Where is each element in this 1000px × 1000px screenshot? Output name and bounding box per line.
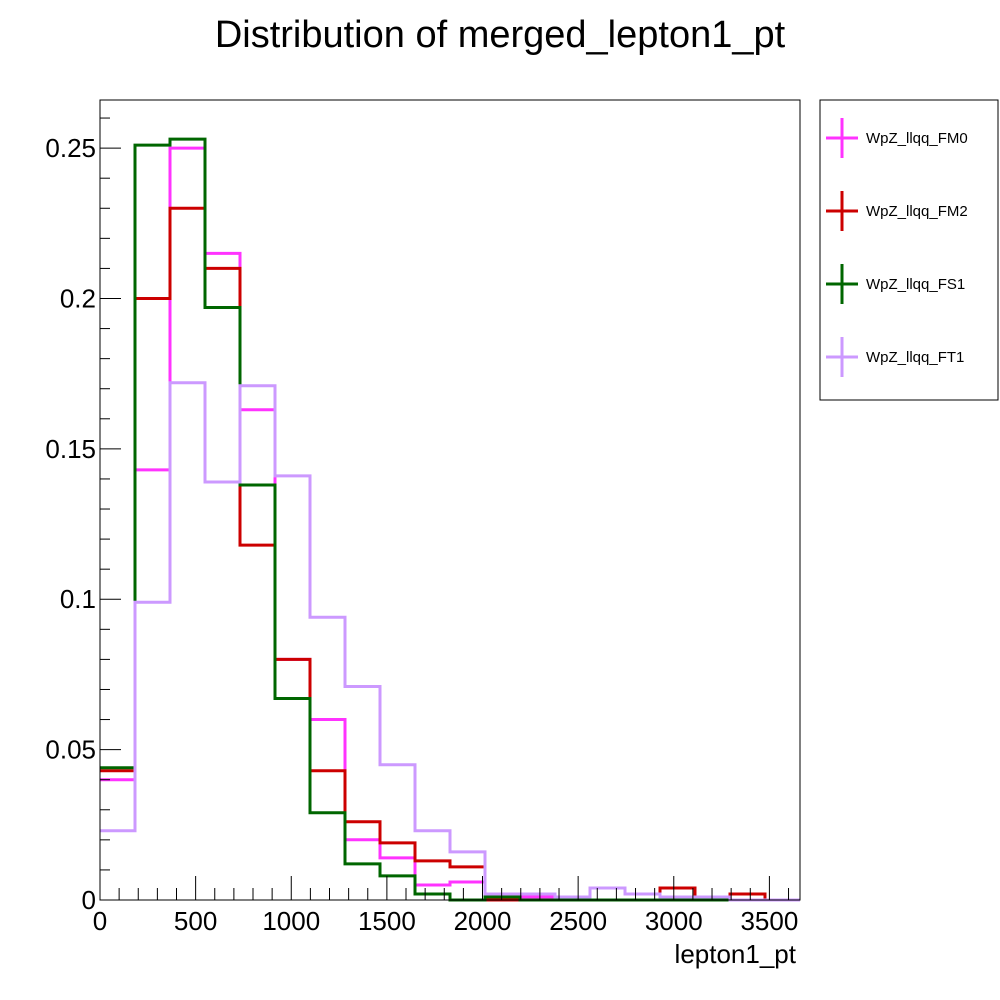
legend-entries: WpZ_llqq_FM0 WpZ_llqq_FM2 WpZ_llqq_FS1 WpZ_… (826, 118, 968, 377)
legend-label: WpZ_llqq_FS1 (866, 276, 965, 293)
legend-label: WpZ_llqq_FM2 (866, 203, 968, 220)
plot-frame (99, 99, 801, 901)
y-tick-label: 0.1 (60, 584, 96, 614)
y-tick-label: 0.25 (45, 133, 96, 163)
x-tick-label: 500 (174, 906, 217, 936)
legend-label: WpZ_llqq_FM0 (866, 130, 968, 147)
legend-entry-WpZ_llqq_FS1: WpZ_llqq_FS1 (826, 264, 965, 304)
series-line-WpZ_llqq_FS1 (100, 137, 800, 902)
x-tick-label: 3500 (740, 906, 798, 936)
y-tick-label: 0.05 (45, 735, 96, 765)
x-tick-label: 2500 (549, 906, 607, 936)
x-axis-title: lepton1_pt (675, 939, 797, 969)
series-line-WpZ_llqq_FT1 (100, 381, 800, 902)
x-tick-label: 3000 (645, 906, 703, 936)
y-tick-label: 0.15 (45, 434, 96, 464)
series-layer (100, 137, 800, 902)
legend-box (819, 99, 999, 401)
ticks-layer (99, 117, 790, 901)
series-WpZ_llqq_FM2 (100, 206, 800, 902)
legend-entry-WpZ_llqq_FM2: WpZ_llqq_FM2 (826, 191, 968, 231)
chart-title: Distribution of merged_lepton1_pt (215, 14, 786, 56)
legend-label: WpZ_llqq_FT1 (866, 349, 964, 366)
legend-entry-WpZ_llqq_FM0: WpZ_llqq_FM0 (826, 118, 968, 158)
x-tick-label: 0 (93, 906, 107, 936)
y-tick-label: 0 (82, 885, 96, 915)
x-tick-label: 1500 (358, 906, 416, 936)
tick-labels-layer: 0 500 1000 1500 2000 2500 3000 3500 0 0.05 0.1 0.15… (45, 133, 798, 936)
series-line-WpZ_llqq_FM2 (100, 206, 800, 902)
series-WpZ_llqq_FT1 (100, 381, 800, 902)
y-tick-label: 0.2 (60, 283, 96, 313)
x-tick-label: 2000 (454, 906, 512, 936)
series-WpZ_llqq_FS1 (100, 137, 800, 902)
legend: WpZ_llqq_FM0 WpZ_llqq_FM2 WpZ_llqq_FS1 WpZ_… (819, 99, 999, 401)
legend-entry-WpZ_llqq_FT1: WpZ_llqq_FT1 (826, 337, 964, 377)
x-tick-label: 1000 (262, 906, 320, 936)
